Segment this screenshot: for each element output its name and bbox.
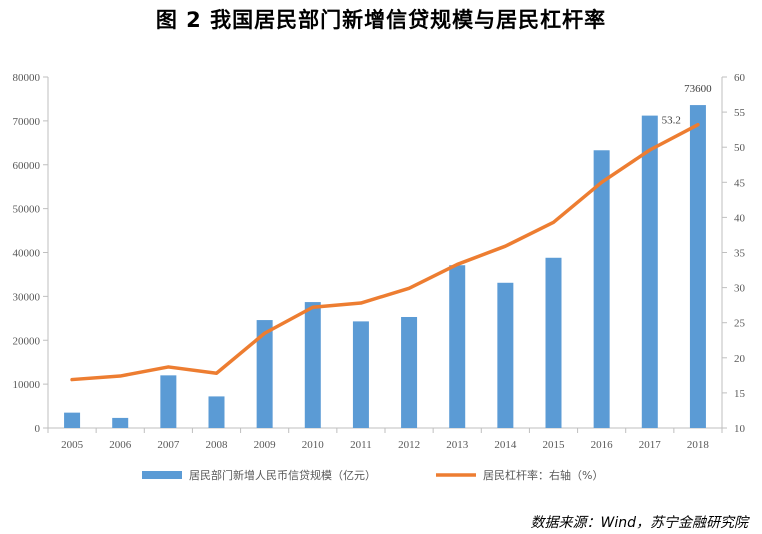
x-tick-label: 2014	[494, 439, 517, 451]
bar	[497, 282, 514, 428]
legend-label-line: 居民杠杆率：右轴（%）	[483, 468, 603, 482]
y-left-tick-label: 40000	[13, 248, 41, 260]
y-right-tick-label: 15	[734, 388, 746, 400]
bar	[208, 396, 225, 428]
y-right-tick-label: 35	[734, 248, 746, 260]
bar-data-label: 73600	[684, 83, 712, 95]
y-right-tick-label: 20	[734, 353, 746, 365]
y-right-tick-label: 60	[734, 72, 746, 84]
y-left-tick-label: 50000	[13, 204, 41, 216]
y-left-tick-label: 70000	[13, 116, 41, 128]
x-tick-label: 2012	[398, 439, 420, 451]
chart-legend: 居民部门新增人民币信贷规模（亿元） 居民杠杆率：右轴（%）	[142, 468, 603, 482]
y-left-tick-label: 80000	[13, 72, 41, 84]
x-tick-label: 2016	[591, 439, 614, 451]
y-right-tick-label: 30	[734, 283, 746, 295]
line-data-label: 53.2	[662, 115, 681, 127]
bar	[593, 150, 610, 429]
x-tick-label: 2013	[446, 439, 469, 451]
y-right-tick-label: 25	[734, 318, 746, 330]
legend-label-bar: 居民部门新增人民币信贷规模（亿元）	[189, 468, 376, 482]
y-right-tick-label: 10	[734, 423, 746, 435]
x-tick-label: 2008	[206, 439, 229, 451]
bar	[304, 302, 321, 428]
x-tick-label: 2009	[254, 439, 277, 451]
data-labels: 73600 53.2	[662, 83, 713, 127]
y-left-tick-label: 30000	[13, 291, 41, 303]
y-right-tick-label: 55	[734, 107, 746, 119]
x-tick-label: 2007	[157, 439, 180, 451]
line-series-path	[70, 122, 700, 382]
chart-axes: 0 10000 20000 30000 40000 50000 60000 70000 8000…	[13, 72, 746, 451]
source-note: 数据来源：Wind，苏宁金融研究院	[530, 515, 749, 531]
bar	[160, 375, 177, 428]
bar	[256, 320, 273, 428]
x-tick-label: 2006	[109, 439, 132, 451]
y-left-tick-label: 0	[35, 423, 41, 435]
line-series	[70, 122, 700, 382]
x-tick-label: 2018	[687, 439, 710, 451]
bar	[641, 115, 658, 429]
bar	[64, 412, 81, 428]
y-left-tick-label: 20000	[13, 335, 41, 347]
x-tick-label: 2010	[302, 439, 325, 451]
x-tick-label: 2005	[61, 439, 84, 451]
bar-series	[64, 105, 706, 429]
y-left-tick-label: 60000	[13, 160, 41, 172]
x-tick-label: 2015	[543, 439, 566, 451]
y-right-tick-label: 45	[734, 177, 746, 189]
bar	[689, 105, 706, 428]
y-right-tick-label: 40	[734, 212, 746, 224]
bar	[401, 316, 418, 428]
bar	[545, 257, 562, 428]
bar	[352, 321, 369, 428]
chart-title: 图 2 我国居民部门新增信贷规模与居民杠杆率	[155, 8, 607, 32]
y-left-tick-label: 10000	[13, 379, 41, 391]
x-tick-label: 2017	[639, 439, 662, 451]
x-tick-label: 2011	[350, 439, 372, 451]
bar	[449, 265, 466, 428]
legend-swatch-bar	[142, 471, 182, 479]
y-right-tick-label: 50	[734, 142, 746, 154]
bar	[112, 417, 129, 428]
